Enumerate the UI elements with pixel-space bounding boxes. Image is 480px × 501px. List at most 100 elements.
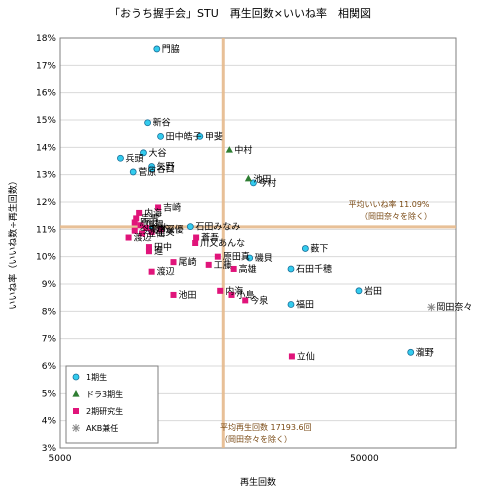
y-tick-label: 6% [42, 362, 57, 372]
square-point [242, 297, 249, 304]
triangle-point [244, 174, 253, 182]
avg-views-label: 平均再生回数 17193.6回 [220, 422, 312, 432]
legend-marker-asterisk [72, 424, 80, 432]
circle-point [287, 265, 295, 273]
square-point [131, 219, 138, 226]
square-point [170, 259, 177, 266]
point-label: 矢野 [157, 160, 175, 172]
point-label: 磯貝 [255, 252, 273, 264]
legend-marker-triangle [72, 390, 80, 397]
reference-lines [60, 38, 456, 448]
square-point [137, 222, 144, 229]
legend-entry: AKB兼任 [86, 423, 118, 433]
circle-point [153, 45, 161, 53]
point-label: 鈴木 [151, 222, 169, 234]
point-label: 田中 [154, 241, 172, 253]
square-point [205, 261, 212, 268]
point-label: 薮下 [310, 242, 328, 254]
square-point [214, 253, 221, 260]
square-point [148, 268, 155, 275]
x-tick-label: 5000 [49, 454, 72, 464]
plot-area [59, 37, 457, 449]
circle-point [196, 132, 204, 140]
square-point [139, 230, 146, 237]
avg-views-sublabel: （岡田奈々を除く） [220, 434, 292, 444]
point-label: 石田みなみ [195, 222, 240, 233]
point-label: 中村 [234, 144, 252, 156]
x-axis-title: 再生回数 [240, 476, 276, 488]
square-point [228, 291, 235, 298]
point-label: 吉崎 [163, 201, 181, 213]
circle-point [301, 245, 309, 252]
square-point [145, 244, 152, 251]
avg-like-rate-sublabel: （岡田奈々を除く） [360, 211, 432, 221]
point-label: 福田 [296, 299, 314, 311]
y-tick-label: 15% [36, 116, 56, 126]
legend-entry: 1期生 [86, 372, 107, 382]
point-label: 小島 [237, 289, 255, 301]
square-point [155, 204, 162, 211]
y-tick-label: 12% [36, 198, 56, 208]
point-label: 池田 [179, 289, 197, 301]
asterisk-point [427, 303, 436, 312]
circle-point [148, 165, 156, 173]
x-axis-ticks: 5000 50000 [49, 454, 379, 464]
legend-entry: ドラ3期生 [86, 389, 123, 399]
x-tick-label: 50000 [350, 454, 379, 464]
legend-box [65, 365, 159, 444]
square-point [193, 234, 200, 241]
point-label: 信濃 [146, 219, 164, 231]
point-label: 立仙 [147, 227, 165, 239]
point-label: 工藤 [214, 259, 232, 271]
y-tick-label: 3% [42, 444, 57, 454]
circle-point [407, 348, 415, 356]
circle-point [246, 254, 254, 262]
point-label: 岩田 [364, 285, 382, 297]
y-tick-label: 11% [36, 225, 56, 235]
point-label: 原田 [140, 218, 158, 229]
y-tick-label: 13% [36, 171, 56, 181]
point-label: 池田 [253, 173, 271, 185]
triangle-point [225, 146, 233, 153]
point-label: 石田千穂 [296, 263, 332, 275]
y-tick-label: 10% [36, 253, 56, 263]
y-tick-label: 5% [42, 389, 57, 399]
y-tick-label: 18% [36, 34, 56, 44]
point-label: 新谷 [153, 117, 171, 129]
square-point [157, 226, 164, 233]
point-label: 渡辺 [157, 266, 175, 278]
circle-point [144, 119, 151, 127]
avg-like-rate-label: 平均いいね率 11.09% [348, 199, 429, 209]
legend-entry: 2期研究生 [86, 406, 123, 416]
square-point [148, 229, 155, 236]
point-label: 大谷 [148, 147, 166, 159]
point-label: 原田真 [223, 251, 250, 263]
square-point [288, 353, 295, 360]
square-point [131, 227, 138, 234]
circle-point [140, 149, 147, 157]
point-label: 今泉 [140, 225, 158, 237]
square-point [217, 287, 224, 294]
point-label: 今村 [258, 177, 276, 189]
point-label: 田中皓子 [166, 130, 202, 142]
point-label: 門脇 [162, 44, 180, 55]
point-label: 立仙 [297, 350, 315, 362]
legend-marker-square [73, 408, 79, 414]
point-label: 尾崎 [179, 256, 197, 268]
circle-point [129, 168, 137, 176]
circle-point [157, 132, 164, 140]
y-axis-title: いいね率（いいね数÷再生回数） [7, 176, 19, 310]
point-label: 宗雪 [141, 212, 159, 224]
y-tick-label: 8% [42, 307, 57, 317]
square-point [230, 265, 237, 272]
y-tick-label: 14% [36, 143, 56, 153]
circle-point [186, 223, 194, 231]
point-label: 今泉 [250, 294, 268, 306]
point-label: 内海 [225, 285, 243, 297]
square-point [170, 291, 177, 298]
y-tick-label: 9% [42, 280, 57, 290]
point-label: 菅原 [138, 166, 156, 178]
point-label: 兵頭 [125, 152, 143, 164]
avg-views-line [221, 38, 225, 448]
